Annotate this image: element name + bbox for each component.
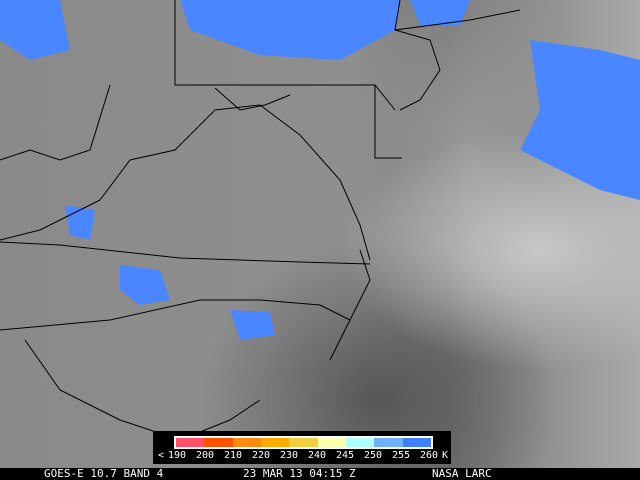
tick-label: 245 [335, 450, 355, 461]
tick-label: 260 [419, 450, 439, 461]
tick-label: 230 [279, 450, 299, 461]
swatch [289, 438, 318, 447]
cold-cloud-regions [0, 0, 640, 340]
legend-unit: K [441, 450, 449, 461]
color-ramp [174, 436, 433, 449]
tick-label: 240 [307, 450, 327, 461]
swatch [260, 438, 290, 447]
footer-bar: GOES-E 10.7 BAND 4 23 MAR 13 04:15 Z NAS… [0, 468, 640, 480]
tick-label: 220 [251, 450, 271, 461]
satellite-image [0, 0, 640, 468]
swatch [402, 438, 431, 447]
tick-label: 210 [223, 450, 243, 461]
swatch [176, 438, 205, 447]
tick-label: 250 [363, 450, 383, 461]
swatch [374, 438, 403, 447]
swatch [317, 438, 346, 447]
tick-label: 190 [167, 450, 187, 461]
satellite-label: GOES-E 10.7 BAND 4 [44, 467, 164, 480]
swatch [204, 438, 233, 447]
credit-label: NASA LARC [432, 467, 492, 480]
swatch [232, 438, 261, 447]
legend-lt: < [157, 450, 165, 461]
temperature-legend: < 190 200 210 220 230 240 245 250 255 26… [153, 431, 451, 464]
datetime-label: 23 MAR 13 04:15 Z [243, 467, 356, 480]
tick-label: 255 [391, 450, 411, 461]
tick-label: 200 [195, 450, 215, 461]
state-borders [0, 0, 640, 340]
swatch [345, 438, 375, 447]
